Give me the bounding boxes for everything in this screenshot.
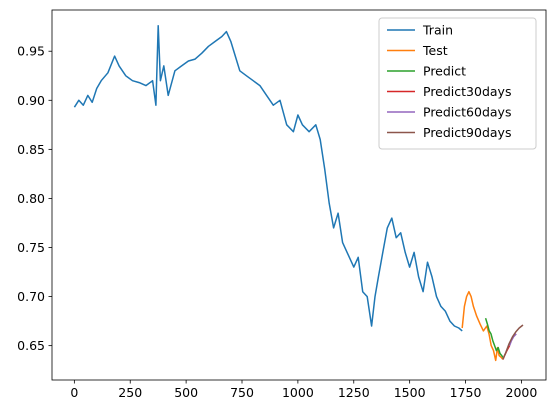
y-tick-label: 0.90 — [17, 93, 45, 108]
y-tick-label: 0.75 — [17, 240, 45, 255]
legend-label-predict30days: Predict30days — [423, 84, 511, 99]
x-tick-label: 0 — [70, 385, 78, 400]
plot-frame — [51, 9, 547, 381]
legend-label-predict: Predict — [423, 64, 466, 79]
x-tick-label: 1500 — [394, 385, 426, 400]
x-tick-label: 1000 — [282, 385, 314, 400]
series-line-train — [73, 24, 463, 332]
y-axis: 0.65 0.70 0.75 0.80 0.85 0.90 0.95 — [17, 44, 52, 353]
legend-label-predict60days: Predict60days — [423, 105, 511, 120]
y-tick-label: 0.85 — [17, 142, 45, 157]
series-line-predict — [484, 317, 504, 358]
legend: Train Test Predict Predict30days Predict60da… — [378, 17, 537, 150]
y-tick-label: 0.70 — [17, 289, 45, 304]
legend-label-predict90days: Predict90days — [423, 125, 511, 140]
legend-label-train: Train — [422, 23, 453, 38]
legend-box — [378, 17, 537, 150]
x-axis: 0 250 500 750 1000 1250 1500 1750 2000 — [70, 380, 537, 400]
series-line-predict90days — [502, 324, 524, 360]
y-tick-label: 0.80 — [17, 191, 45, 206]
x-tick-label: 250 — [118, 385, 142, 400]
x-tick-label: 1750 — [450, 385, 482, 400]
x-tick-label: 500 — [174, 385, 198, 400]
series-layer — [73, 24, 524, 362]
y-tick-label: 0.95 — [17, 44, 45, 59]
x-tick-label: 750 — [230, 385, 254, 400]
legend-label-test: Test — [422, 43, 448, 58]
y-tick-label: 0.65 — [17, 338, 45, 353]
x-tick-label: 1250 — [338, 385, 370, 400]
x-tick-label: 2000 — [506, 385, 538, 400]
plot-area — [51, 9, 547, 381]
series-line-predict60days — [508, 333, 517, 346]
